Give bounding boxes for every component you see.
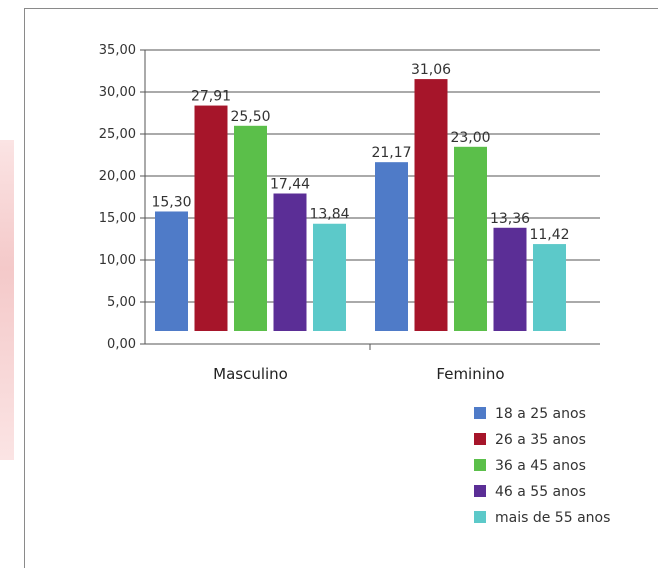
data-label: 21,17 <box>371 145 411 161</box>
y-tick-label: 20,00 <box>99 169 136 184</box>
bar <box>375 162 408 331</box>
y-tick-label: 25,00 <box>99 127 136 142</box>
chart-frame <box>24 8 658 568</box>
y-tick-label: 35,00 <box>99 43 136 58</box>
legend-label: 18 a 25 anos <box>495 406 586 422</box>
legend-swatch <box>474 485 486 497</box>
x-category-label: Feminino <box>436 365 504 383</box>
bar <box>194 105 228 331</box>
data-label: 27,91 <box>191 89 231 105</box>
y-tick-label: 30,00 <box>99 85 136 100</box>
legend-swatch <box>474 433 486 445</box>
data-label: 13,84 <box>309 207 349 223</box>
data-label: 25,50 <box>230 109 270 125</box>
bar <box>533 244 566 331</box>
y-tick-label: 10,00 <box>99 253 136 268</box>
data-label: 13,36 <box>490 211 530 227</box>
legend-label: 26 a 35 anos <box>495 432 586 448</box>
y-tick-label: 5,00 <box>107 295 136 310</box>
y-tick-label: 15,00 <box>99 211 136 226</box>
legend-label: mais de 55 anos <box>495 510 610 526</box>
bar <box>155 211 188 331</box>
y-tick-label: 0,00 <box>107 337 136 352</box>
data-label: 31,06 <box>411 62 451 78</box>
bar <box>454 146 487 331</box>
data-label: 23,00 <box>450 130 490 146</box>
bar <box>493 227 527 331</box>
legend-swatch <box>474 511 486 523</box>
legend-swatch <box>474 407 486 419</box>
data-label: 17,44 <box>270 177 310 193</box>
legend-label: 36 a 45 anos <box>495 458 586 474</box>
legend-swatch <box>474 459 486 471</box>
x-category-label: Masculino <box>213 365 288 383</box>
legend-label: 46 a 55 anos <box>495 484 586 500</box>
data-label: 11,42 <box>529 227 569 243</box>
bar <box>414 79 448 331</box>
data-label: 15,30 <box>151 194 191 210</box>
bar <box>313 223 346 331</box>
bar <box>273 193 307 331</box>
bar <box>234 125 267 331</box>
decorative-strip <box>0 140 14 460</box>
